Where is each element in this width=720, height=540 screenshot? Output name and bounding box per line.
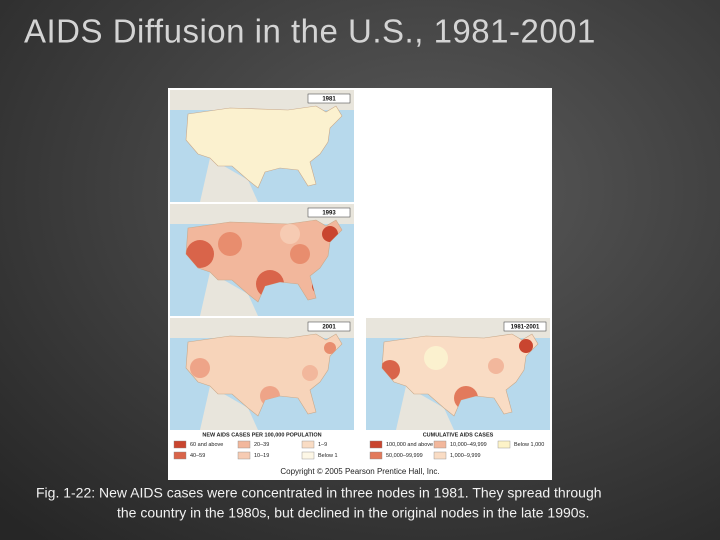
caption-line: Fig. 1-22: New AIDS cases were concentra… <box>36 485 602 501</box>
map: 2001 <box>170 318 354 430</box>
slide-title: AIDS Diffusion in the U.S., 1981-2001 <box>24 13 596 50</box>
state-region <box>519 339 533 353</box>
map: 1981-2001 <box>366 318 550 430</box>
state-region <box>186 240 214 268</box>
mexico <box>396 386 454 430</box>
us-land <box>381 333 539 417</box>
us-land <box>185 105 343 189</box>
state-region <box>488 358 504 374</box>
legend-label: 100,000 and above <box>386 442 433 448</box>
legend-swatch <box>433 451 447 460</box>
mexico <box>200 158 258 202</box>
year-label: 1981 <box>322 97 336 103</box>
state-region <box>280 224 300 244</box>
legends: NEW AIDS CASES PER 100,000 POPULATION 60 … <box>173 432 544 460</box>
maps: 1981 1993 2001 1981-2001 <box>170 90 550 430</box>
legend-swatch <box>237 451 251 460</box>
legend-label: 1,000–9,999 <box>450 453 481 459</box>
legend-swatch <box>301 440 315 449</box>
year-box <box>307 207 351 218</box>
state-region <box>290 244 310 264</box>
legend-swatch <box>369 440 383 449</box>
state-region <box>324 342 336 354</box>
us-land <box>185 333 343 417</box>
legend-swatch <box>301 451 315 460</box>
legend-title: NEW AIDS CASES PER 100,000 POPULATION <box>202 432 321 438</box>
year-box <box>503 321 547 332</box>
legend-label: 60 and above <box>190 442 223 448</box>
year-label: 1981-2001 <box>511 325 540 331</box>
legend-label: 10–19 <box>254 453 269 459</box>
copyright: Copyright © 2005 Pearson Prentice Hall, … <box>280 467 439 476</box>
mexico <box>200 272 258 316</box>
legend-label: Below 1 <box>318 453 338 459</box>
year-label: 2001 <box>322 325 336 331</box>
state-region <box>190 358 210 378</box>
map: 1993 <box>170 204 354 316</box>
legend-swatch <box>497 440 511 449</box>
legend-label: 50,000–99,999 <box>386 453 423 459</box>
legend-swatch <box>369 451 383 460</box>
year-label: 1993 <box>322 211 336 217</box>
legend-label: 20–39 <box>254 442 269 448</box>
map: 1981 <box>170 90 354 202</box>
legend-swatch <box>433 440 447 449</box>
mexico <box>200 386 258 430</box>
legend-label: 1–9 <box>318 442 327 448</box>
caption-line: the country in the 1980s, but declined i… <box>117 505 589 521</box>
state-region <box>218 232 242 256</box>
legend-swatch <box>173 451 187 460</box>
legend-swatch <box>173 440 187 449</box>
legend-swatch <box>237 440 251 449</box>
state-region <box>322 226 338 242</box>
legend-label: 10,000–49,999 <box>450 442 487 448</box>
year-box <box>307 93 351 104</box>
year-box <box>307 321 351 332</box>
state-region <box>302 365 318 381</box>
legend-title: CUMULATIVE AIDS CASES <box>423 432 494 438</box>
legend-label: Below 1,000 <box>514 442 544 448</box>
state-region <box>424 346 448 370</box>
legend-label: 40–59 <box>190 453 205 459</box>
